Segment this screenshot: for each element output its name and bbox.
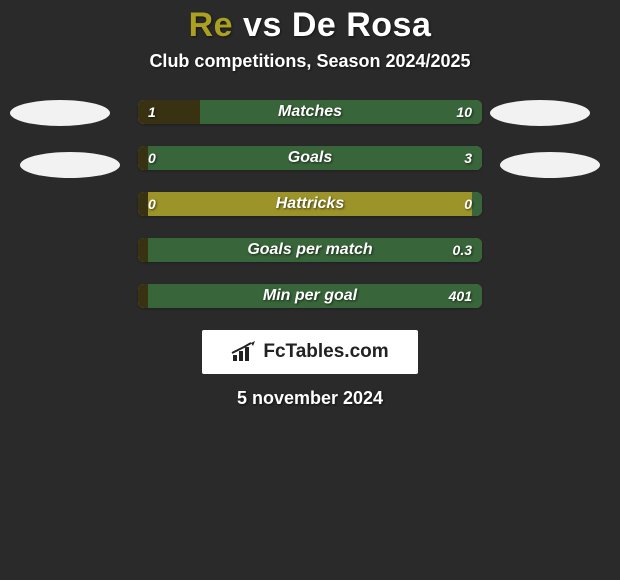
- subtitle: Club competitions, Season 2024/2025: [0, 51, 620, 72]
- stat-value-right: 0: [454, 192, 482, 216]
- stat-value-left: 0: [138, 192, 166, 216]
- stat-label: Goals: [138, 146, 482, 170]
- player1-name: Re: [189, 6, 233, 44]
- stat-row: Matches1 10: [138, 100, 482, 124]
- date-text: 5 november 2024: [0, 388, 620, 409]
- player2-name: De Rosa: [292, 6, 432, 44]
- stat-value-left: 1: [138, 100, 166, 124]
- brand-text: FcTables.com: [263, 341, 388, 363]
- stat-value-right: 401: [439, 284, 482, 308]
- stats-area: Matches110Goals03Hattricks00Goals per ma…: [0, 100, 620, 308]
- page-title: Re vs De Rosa: [0, 6, 620, 45]
- stat-label: Matches: [138, 100, 482, 124]
- stat-value-left: [138, 284, 158, 308]
- vs-separator: vs: [243, 6, 282, 44]
- brand-chart-icon: [231, 341, 257, 363]
- player1-badge: [20, 152, 120, 178]
- stat-value-right: 10: [446, 100, 482, 124]
- stat-value-right: 0.3: [443, 238, 482, 262]
- stat-label: Goals per match: [138, 238, 482, 262]
- player2-badge: [490, 100, 590, 126]
- stat-row: Hattricks0 0: [138, 192, 482, 216]
- stat-value-left: 0: [138, 146, 166, 170]
- stat-value-right: 3: [454, 146, 482, 170]
- stat-label: Hattricks: [138, 192, 482, 216]
- stat-value-left: [138, 238, 158, 262]
- stat-label: Min per goal: [138, 284, 482, 308]
- stat-row: Goals0 3: [138, 146, 482, 170]
- player1-badge: [10, 100, 110, 126]
- comparison-card: Re vs De Rosa Club competitions, Season …: [0, 0, 620, 580]
- stat-row: Min per goal401: [138, 284, 482, 308]
- stat-row: Goals per match0.3: [138, 238, 482, 262]
- brand-box: FcTables.com: [202, 330, 418, 374]
- player2-badge: [500, 152, 600, 178]
